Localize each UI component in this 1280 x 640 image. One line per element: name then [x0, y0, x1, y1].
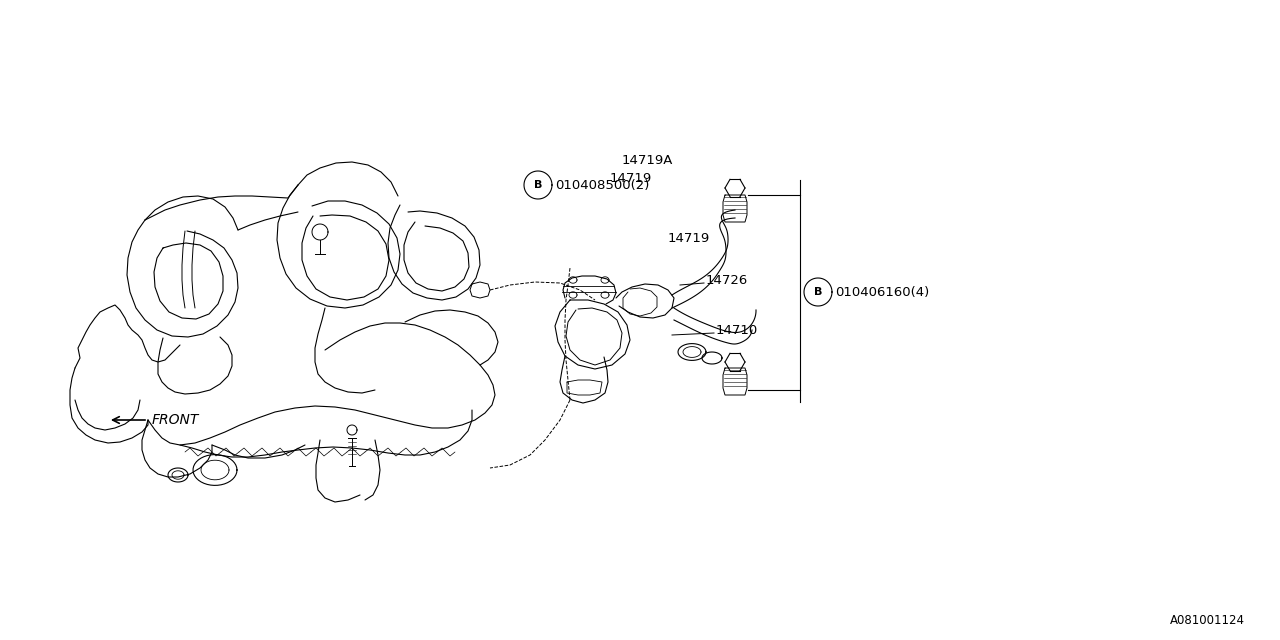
Text: B: B: [814, 287, 822, 297]
Text: 14710: 14710: [716, 323, 758, 337]
Text: B: B: [534, 180, 543, 190]
Text: 14719: 14719: [611, 172, 653, 184]
Text: 14719A: 14719A: [622, 154, 673, 166]
Text: 010406160(4): 010406160(4): [835, 285, 929, 298]
Text: 14726: 14726: [707, 273, 749, 287]
Text: A081001124: A081001124: [1170, 614, 1245, 627]
Text: 14719: 14719: [668, 232, 710, 244]
Text: FRONT: FRONT: [152, 413, 200, 427]
Text: 010408500(2): 010408500(2): [556, 179, 649, 191]
